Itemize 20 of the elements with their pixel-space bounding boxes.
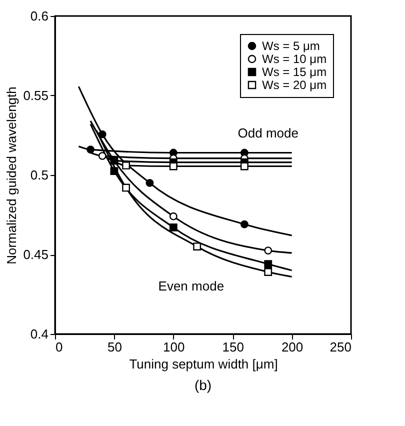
x-axis-title: Tuning septum width [μm] [129, 356, 278, 372]
x-tick-label: 50 [107, 340, 122, 354]
text: (b) [194, 377, 212, 393]
legend-label: Ws = 15 μm [262, 65, 327, 79]
x-tick-label: 0 [56, 340, 63, 354]
x-tick-label: 100 [163, 340, 185, 354]
y-tick-label: 0.6 [30, 8, 48, 24]
annotation: Even mode [158, 278, 224, 294]
y-tick-label: 0.5 [30, 168, 48, 182]
y-axis-title: Normalized guided wavelength [4, 86, 20, 264]
legend-label: Ws = 20 μm [262, 78, 327, 92]
x-tick-label: 250 [330, 340, 352, 354]
legend-label: Ws = 10 μm [262, 52, 327, 66]
y-tick-label: 0.45 [23, 247, 48, 262]
x-tick-label: 150 [222, 340, 244, 354]
x-tick-label: 200 [281, 340, 304, 354]
legend-label: Ws = 5 μm [262, 39, 320, 53]
annotation: Odd mode [238, 126, 298, 141]
y-tick-label: 0.4 [30, 326, 48, 342]
y-tick-label: 0.55 [23, 88, 48, 103]
